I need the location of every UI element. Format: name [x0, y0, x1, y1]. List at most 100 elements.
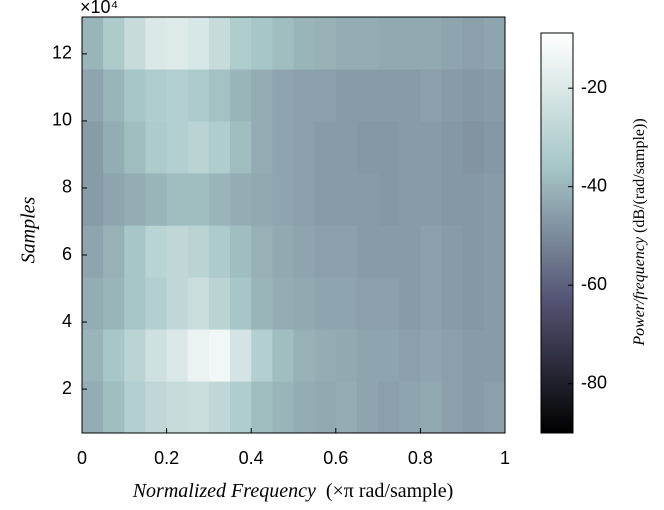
heatmap-cell: [356, 17, 379, 70]
x-tick-label: 0.8: [408, 448, 433, 468]
heatmap-cell: [166, 68, 189, 122]
heatmap-cell: [208, 277, 231, 330]
heatmap-cell: [208, 172, 231, 226]
heatmap-cell: [145, 329, 168, 382]
heatmap-cell: [378, 277, 400, 330]
heatmap-cell: [293, 68, 316, 122]
heatmap-cell: [230, 277, 252, 330]
heatmap-cell: [124, 120, 146, 174]
heatmap-cell: [293, 225, 316, 278]
heatmap-cell: [483, 17, 506, 70]
heatmap-cell: [187, 17, 210, 70]
heatmap-cell: [378, 120, 400, 174]
heatmap-cell: [399, 120, 421, 174]
heatmap-cell: [399, 225, 421, 278]
heatmap-cell: [272, 225, 294, 278]
heatmap-cell: [272, 68, 294, 122]
heatmap-cell: [378, 329, 400, 382]
heatmap-cell: [82, 277, 104, 330]
y-tick-label: 2: [62, 378, 72, 398]
heatmap-cell: [187, 277, 210, 330]
heatmap-cell: [462, 225, 485, 278]
heatmap-cell: [272, 329, 294, 382]
x-tick-label: 1: [500, 448, 510, 468]
heatmap-cell: [251, 381, 273, 434]
heatmap-cell: [378, 17, 400, 70]
heatmap-cell: [82, 329, 104, 382]
x-label-units: (×π rad/sample): [326, 480, 453, 502]
heatmap-cell: [272, 381, 294, 434]
heatmap-cell: [251, 172, 273, 226]
heatmap-cell: [399, 329, 421, 382]
heatmap-cell: [208, 381, 231, 434]
heatmap-cell: [483, 120, 506, 174]
heatmap-cell: [441, 68, 464, 122]
heatmap-cell: [335, 120, 358, 174]
heatmap-cell: [483, 277, 506, 330]
heatmap-cell: [124, 68, 146, 122]
heatmap-cell: [420, 381, 443, 434]
heatmap-cell: [314, 120, 337, 174]
heatmap-cell: [145, 277, 168, 330]
heatmap-cell: [230, 68, 252, 122]
heatmap-cell: [103, 381, 125, 434]
y-axis-label: Samples: [18, 196, 40, 263]
heatmap-cell: [272, 17, 294, 70]
colorbar-label-text: Power/frequency: [631, 236, 648, 347]
y-tick-label: 12: [52, 43, 72, 63]
heatmap-cell: [166, 225, 189, 278]
heatmap-cell: [208, 68, 231, 122]
colorbar-tick-label: -80: [581, 372, 607, 392]
heatmap-cell: [251, 329, 273, 382]
heatmap-cell: [124, 277, 146, 330]
colorbar-label-units: (dB/(rad/sample)): [631, 118, 648, 233]
heatmap-cell: [483, 225, 506, 278]
heatmap-cell: [441, 329, 464, 382]
heatmap-cell: [399, 381, 421, 434]
heatmap-cell: [335, 225, 358, 278]
heatmap-cell: [166, 172, 189, 226]
x-label-text: Normalized Frequency: [132, 480, 316, 502]
heatmap-cell: [124, 381, 146, 434]
heatmap-cell: [187, 329, 210, 382]
colorbar-label: Power/frequency (dB/(rad/sample)): [631, 118, 648, 346]
heatmap-cell: [145, 68, 168, 122]
heatmap-cell: [356, 68, 379, 122]
heatmap-cell: [356, 120, 379, 174]
heatmap-cell: [420, 277, 443, 330]
heatmap-cell: [335, 68, 358, 122]
heatmap-cell: [251, 277, 273, 330]
heatmap-cell: [483, 381, 506, 434]
heatmap-cell: [82, 17, 104, 70]
heatmap-cell: [462, 68, 485, 122]
colorbar-tick-label: -60: [581, 274, 607, 294]
heatmap-cell: [335, 277, 358, 330]
heatmap-cell: [82, 120, 104, 174]
heatmap-cell: [420, 329, 443, 382]
x-axis-label: Normalized Frequency (×π rad/sample): [132, 480, 454, 502]
heatmap-cell: [230, 225, 252, 278]
x-tick-label: 0.4: [239, 448, 264, 468]
heatmap-cell: [187, 120, 210, 174]
heatmap-cell: [399, 17, 421, 70]
heatmap-cell: [208, 17, 231, 70]
heatmap-cell: [293, 277, 316, 330]
heatmap-cell: [462, 120, 485, 174]
heatmap-cell: [208, 120, 231, 174]
heatmap-cell: [208, 329, 231, 382]
heatmap-cell: [103, 68, 125, 122]
heatmap-cell: [293, 329, 316, 382]
heatmap-cell: [187, 172, 210, 226]
heatmap-cell: [399, 172, 421, 226]
heatmap-cell: [399, 277, 421, 330]
heatmap-cell: [378, 381, 400, 434]
heatmap-cell: [124, 17, 146, 70]
colorbar-tick-label: -40: [581, 175, 607, 195]
heatmap-cell: [314, 277, 337, 330]
heatmap-cell: [230, 172, 252, 226]
heatmap-cell: [251, 225, 273, 278]
heatmap-cell: [124, 225, 146, 278]
heatmap-cell: [124, 329, 146, 382]
heatmap-cell: [378, 225, 400, 278]
